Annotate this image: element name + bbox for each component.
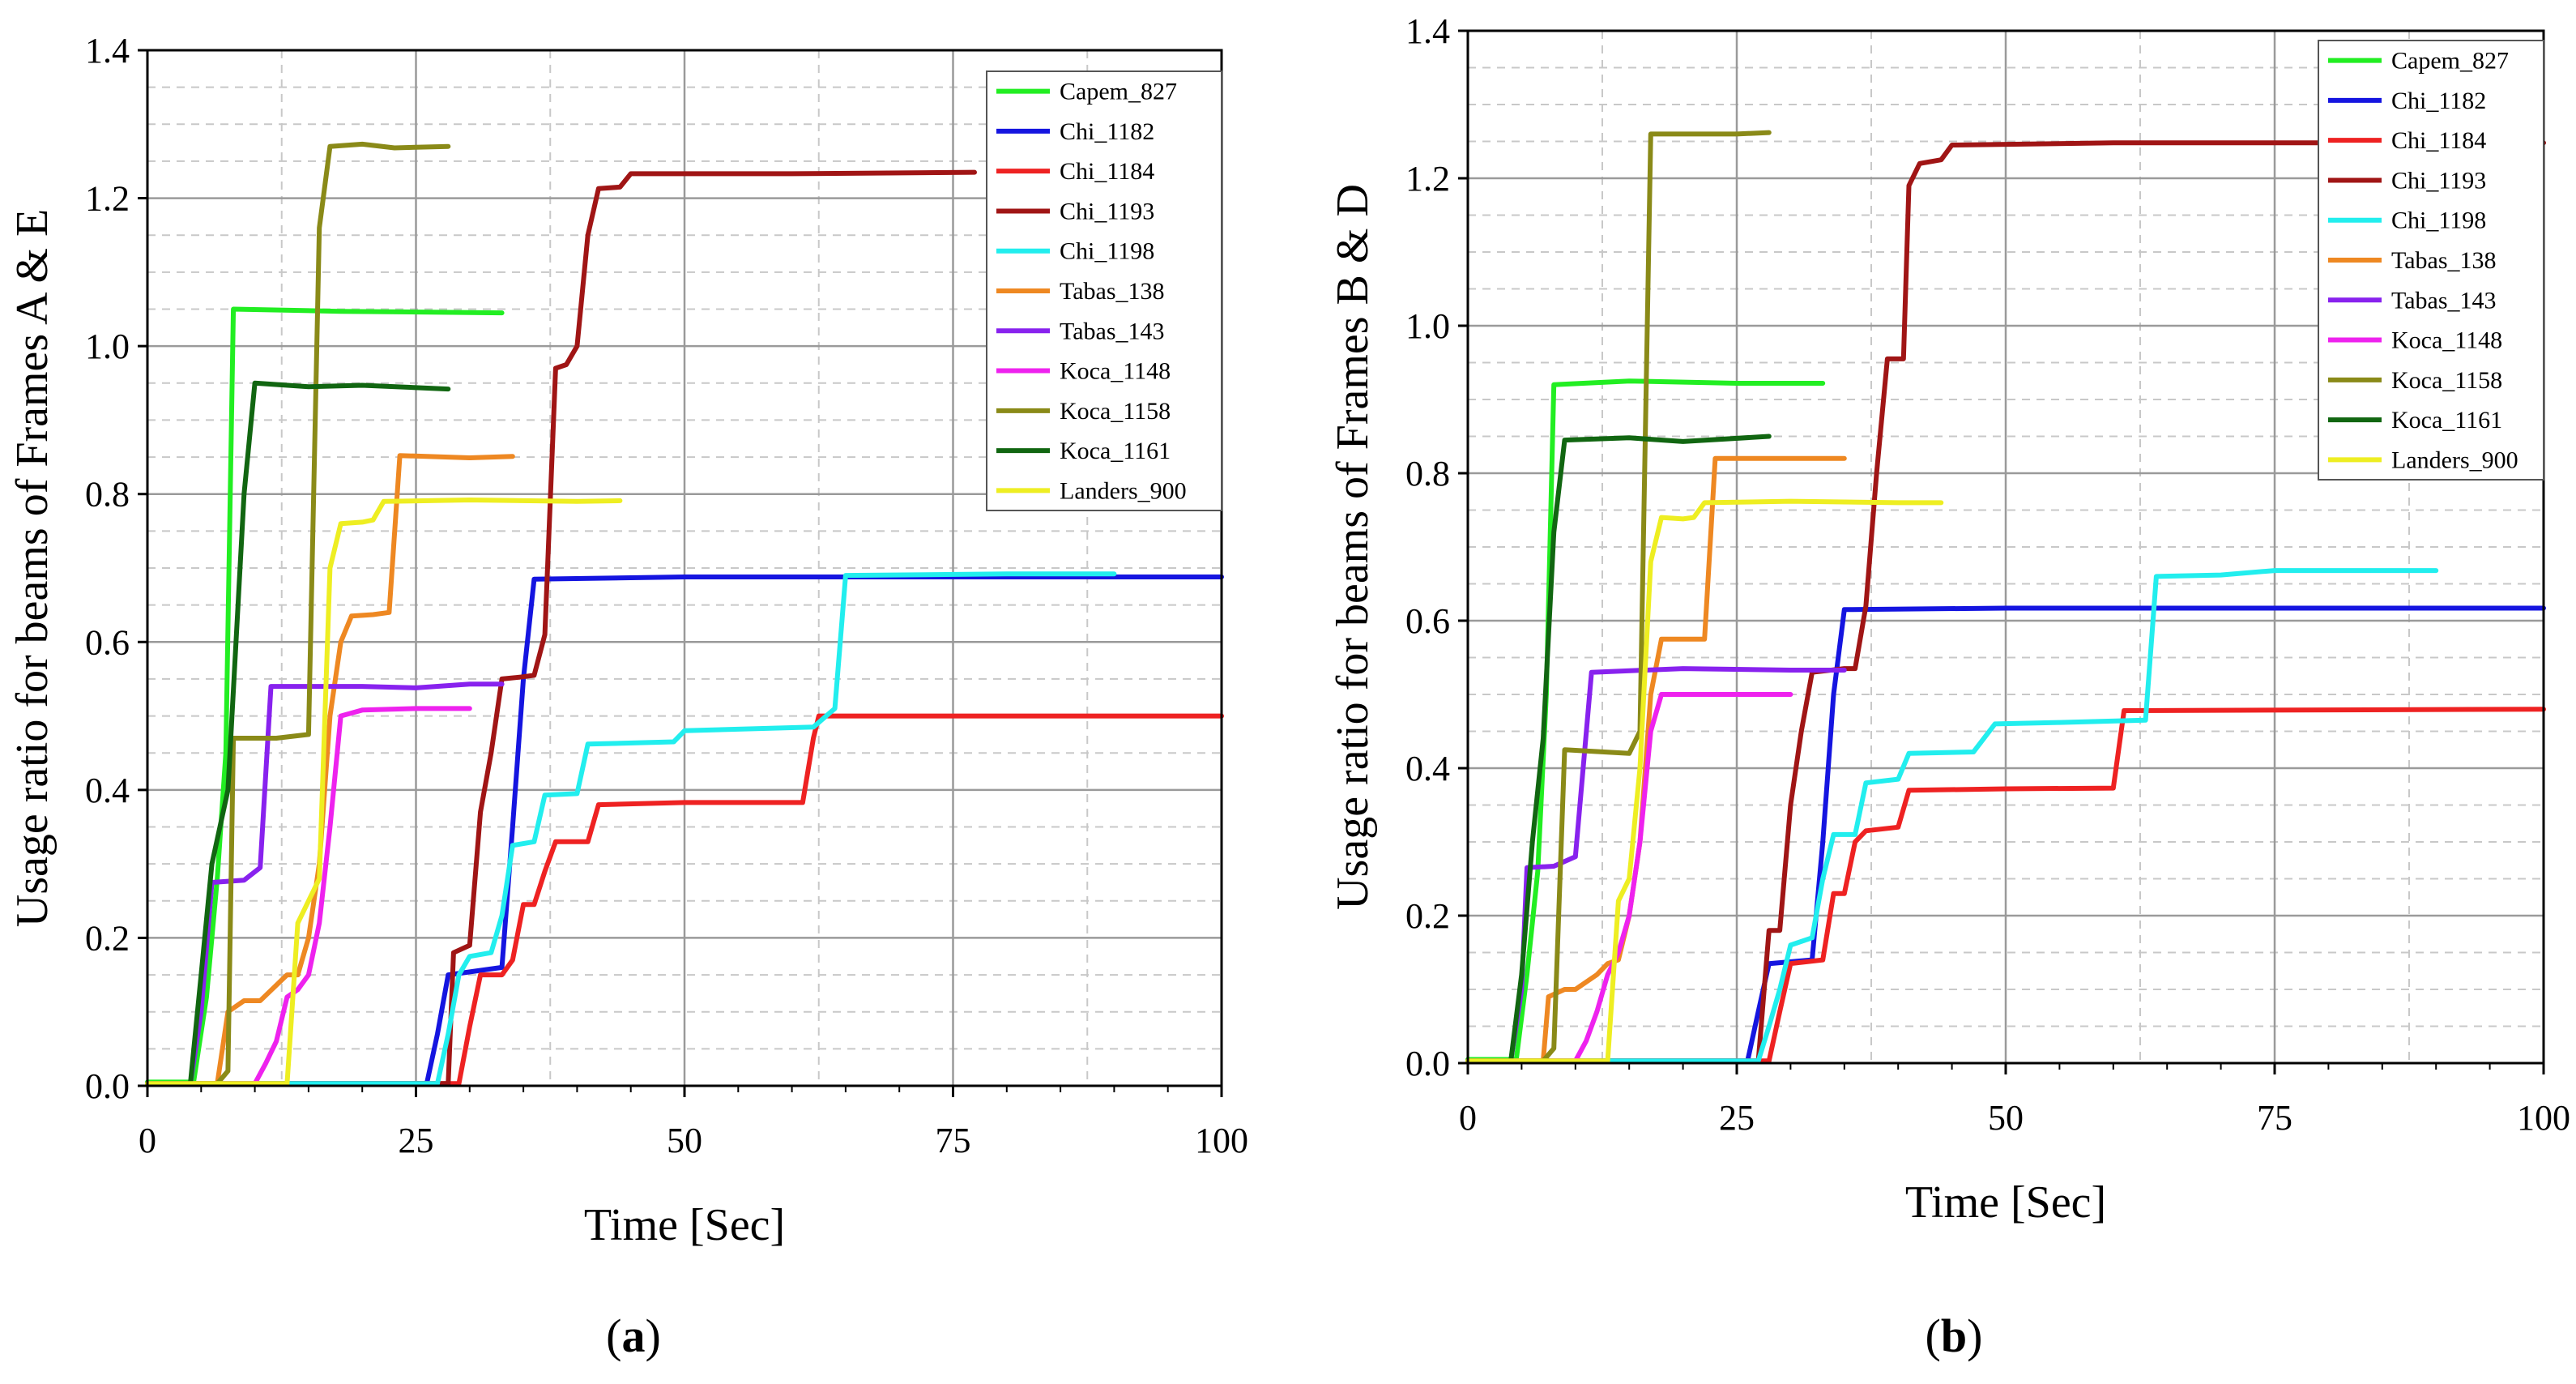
chart-panel-a: 0 25 50 75 100 0.0 0.2 0.4 0.6 0.8 1.0 1.2 1.4 Time [… [7, 31, 1248, 1250]
x-tick-label: 50 [1988, 1098, 2024, 1138]
y-tick-label: 0.2 [85, 918, 130, 958]
x-tick-label: 100 [2517, 1098, 2570, 1138]
y-tick-label: 0.0 [1405, 1044, 1450, 1083]
caption-a: (a) [606, 1309, 661, 1362]
y-tick-label: 0.6 [85, 622, 130, 662]
legend-label: Koca_1161 [2391, 407, 2502, 434]
x-tick-label: 100 [1195, 1121, 1248, 1160]
y-tick-label: 1.4 [1405, 11, 1450, 51]
series-line-koca-1148 [1465, 692, 1793, 1064]
series-line-chi-1198 [145, 571, 1117, 1087]
legend-label: Chi_1182 [1060, 118, 1154, 145]
legend-label: Chi_1193 [2391, 167, 2486, 194]
legend-label: Chi_1198 [2391, 207, 2486, 234]
legend-label: Tabas_138 [1060, 278, 1165, 305]
legend-label: Koca_1158 [2391, 367, 2502, 394]
y-tick-label: 0.6 [1405, 601, 1450, 641]
series-line-chi-1184 [1465, 707, 2546, 1064]
legend-label: Landers_900 [2391, 446, 2518, 473]
x-tick-label: 25 [399, 1121, 434, 1160]
legend-label: Capem_827 [2391, 48, 2509, 75]
legend-label: Tabas_138 [2391, 247, 2497, 274]
y-tick-label: 0.8 [85, 475, 130, 515]
series-line-chi-1193 [1465, 140, 2546, 1064]
legend-label: Chi_1182 [2391, 88, 2486, 114]
legend-label: Chi_1184 [2391, 127, 2486, 154]
legend-label: Koca_1158 [1060, 398, 1171, 425]
series-line-chi-1193 [145, 169, 977, 1087]
x-tick-label: 75 [936, 1121, 971, 1160]
y-tick-label: 1.2 [1405, 159, 1450, 199]
y-tick-label: 0.0 [85, 1066, 130, 1106]
series-line-koca-1161 [1465, 434, 1772, 1064]
series-line-chi-1198 [1465, 568, 2439, 1064]
series-line-koca-1148 [145, 706, 472, 1087]
series-line-landers-900 [1465, 498, 1944, 1064]
y-tick-label: 0.8 [1405, 454, 1450, 493]
legend-label: Chi_1198 [1060, 238, 1154, 265]
chart-panel-b: 0 25 50 75 100 0.0 0.2 0.4 0.6 0.8 1.0 1.2 1.4 Time [… [1328, 11, 2570, 1228]
series-line-koca-1158 [1465, 130, 1772, 1064]
y-axis-title: Usage ratio for beams of Frames B & D [1328, 184, 1378, 910]
legend-label: Koca_1148 [2391, 327, 2502, 354]
legend-label: Tabas_143 [1060, 318, 1165, 344]
x-tick-label: 0 [139, 1121, 156, 1160]
series-line-koca-1158 [145, 141, 451, 1087]
legend-box [986, 70, 1222, 511]
legend-label: Landers_900 [1060, 477, 1187, 504]
x-tick-label: 0 [1459, 1098, 1477, 1138]
y-tick-label: 0.2 [1405, 896, 1450, 936]
legend-label: Chi_1184 [1060, 158, 1154, 185]
legend-label: Chi_1193 [1060, 198, 1154, 224]
legend-label: Tabas_143 [2391, 287, 2497, 314]
y-tick-label: 1.2 [85, 179, 130, 219]
legend-label: Koca_1161 [1060, 438, 1171, 464]
legend-label: Koca_1148 [1060, 358, 1171, 385]
x-tick-label: 75 [2257, 1098, 2292, 1138]
x-tick-label: 50 [667, 1121, 702, 1160]
y-tick-label: 0.4 [85, 771, 130, 810]
y-tick-label: 0.4 [1405, 749, 1450, 788]
series-line-chi-1184 [145, 713, 1224, 1087]
x-axis-title: Time [Sec] [584, 1200, 785, 1250]
series-line-koca-1161 [145, 380, 451, 1087]
legend-label: Capem_827 [1060, 79, 1177, 105]
series-line-chi-1182 [145, 575, 1224, 1087]
y-tick-label: 1.0 [85, 327, 130, 366]
caption-b: (b) [1926, 1309, 1983, 1362]
y-tick-label: 1.4 [85, 31, 130, 70]
x-tick-label: 25 [1719, 1098, 1755, 1138]
y-tick-label: 1.0 [1405, 306, 1450, 346]
series-line-landers-900 [145, 498, 623, 1087]
y-axis-title: Usage ratio for beams of Frames A & E [7, 209, 58, 927]
x-axis-title: Time [Sec] [1905, 1177, 2106, 1228]
